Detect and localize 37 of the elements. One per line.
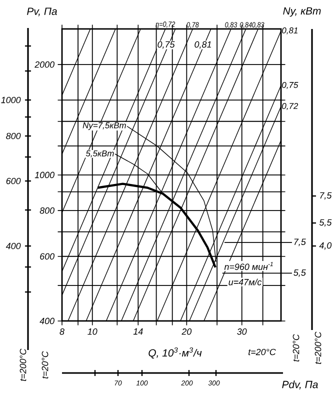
text: t=20°C [292, 334, 300, 362]
annotation: 0,81 [194, 41, 211, 49]
text: 4,0 [319, 242, 332, 250]
x-tick-label: 14 [133, 328, 143, 335]
y-tick-label: 2000 [34, 61, 54, 68]
annotation: 5,5кВт [86, 150, 114, 158]
y-tick-label: 600 [40, 253, 54, 260]
y-tick-label: 800 [40, 207, 54, 214]
annotation: u=47м/с [228, 278, 262, 286]
annotation: 0,72 [282, 103, 298, 110]
text: t=200°C [20, 348, 26, 381]
y-tick-label: 1000 [34, 172, 54, 178]
x-tick-label: 30 [237, 328, 247, 335]
text: 5,5 [319, 219, 332, 227]
annotation: Ny=7,5кВт [82, 122, 126, 130]
text: 1000 [1, 96, 21, 104]
text: t=200°C [314, 332, 322, 364]
annotation: 0,81 [282, 27, 298, 34]
text: 600 [6, 178, 21, 184]
x-tick-label: 20 [182, 328, 192, 335]
x-tick-label: 8 [60, 328, 64, 335]
text: 400 [6, 242, 21, 250]
x-axis-title: Q, 10$^{3}$·м$^{3}$/ч [148, 347, 202, 359]
text: 7,5 [320, 192, 332, 200]
x2-axis-title: Pdv, Па [282, 380, 318, 390]
y3-axis-title: Ny, кВт [283, 7, 321, 17]
text: t=20°C [248, 348, 276, 356]
text: t=20°C [42, 351, 48, 378]
x-tick-label: 10 [88, 328, 98, 335]
annotation: 0,75 [158, 41, 175, 49]
y-tick-label: 400 [40, 318, 54, 324]
y-axis-title: Pv, Па [27, 8, 57, 16]
annotation: n=960 мин$^{-1}$ [224, 262, 273, 270]
annotation: 7,5 [294, 238, 306, 246]
annotation: 0,75 [282, 82, 298, 89]
text: 800 [6, 132, 21, 140]
annotation: 5,5 [294, 270, 306, 277]
